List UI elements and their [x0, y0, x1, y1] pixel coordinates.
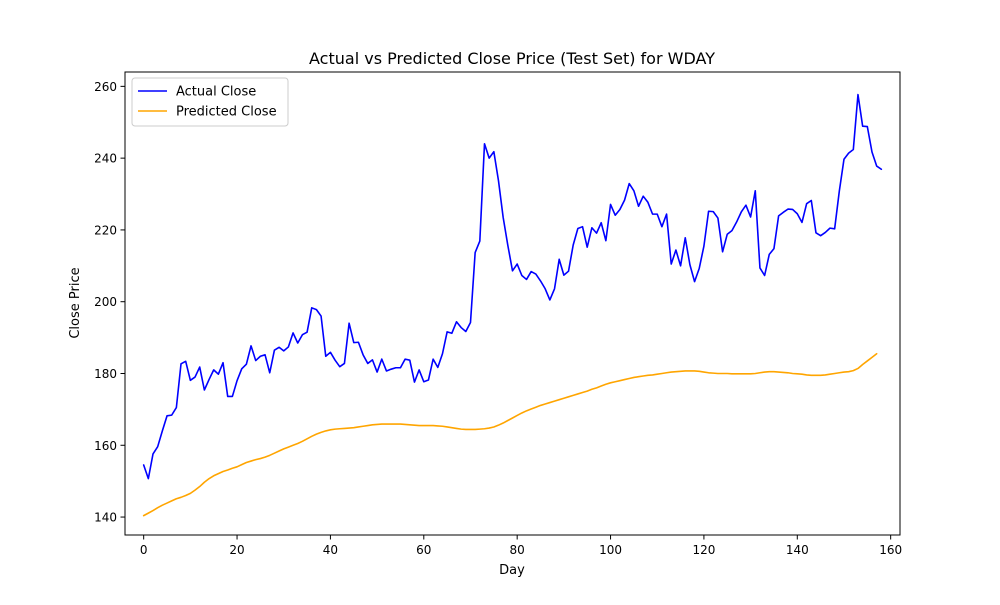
- legend-label: Predicted Close: [176, 105, 277, 120]
- series-line-predicted-close: [142, 352, 878, 517]
- series-layer: [142, 93, 883, 517]
- series-line-actual-close: [142, 93, 883, 480]
- y-tick-label: 200: [94, 295, 117, 309]
- x-tick-label: 60: [416, 543, 431, 557]
- legend: Actual Close Predicted Close: [131, 77, 289, 127]
- x-tick-label: 100: [599, 543, 622, 557]
- plot-frame: [124, 71, 901, 536]
- legend-box: [131, 77, 289, 127]
- y-tick-label: 260: [94, 80, 117, 94]
- x-axis-label: Day: [499, 563, 525, 578]
- x-tick-label: 0: [140, 543, 148, 557]
- y-tick-label: 240: [94, 152, 117, 166]
- legend-label: Actual Close: [176, 85, 256, 100]
- x-tick-label: 120: [692, 543, 715, 557]
- x-tick-label: 20: [229, 543, 244, 557]
- y-tick-label: 220: [94, 223, 117, 237]
- y-axis-label: Close Price: [68, 267, 83, 338]
- y-tick-label: 180: [94, 367, 117, 381]
- chart-title: Actual vs Predicted Close Price (Test Se…: [309, 49, 715, 68]
- y-axis: 140 160 180 200 220 240 260: [94, 80, 125, 525]
- x-axis: 0 20 40 60 80 100 120 140 160: [140, 535, 902, 557]
- x-tick-label: 80: [510, 543, 525, 557]
- x-tick-label: 140: [786, 543, 809, 557]
- y-tick-label: 160: [94, 439, 117, 453]
- x-tick-label: 40: [323, 543, 338, 557]
- y-tick-label: 140: [94, 511, 117, 525]
- x-tick-label: 160: [879, 543, 902, 557]
